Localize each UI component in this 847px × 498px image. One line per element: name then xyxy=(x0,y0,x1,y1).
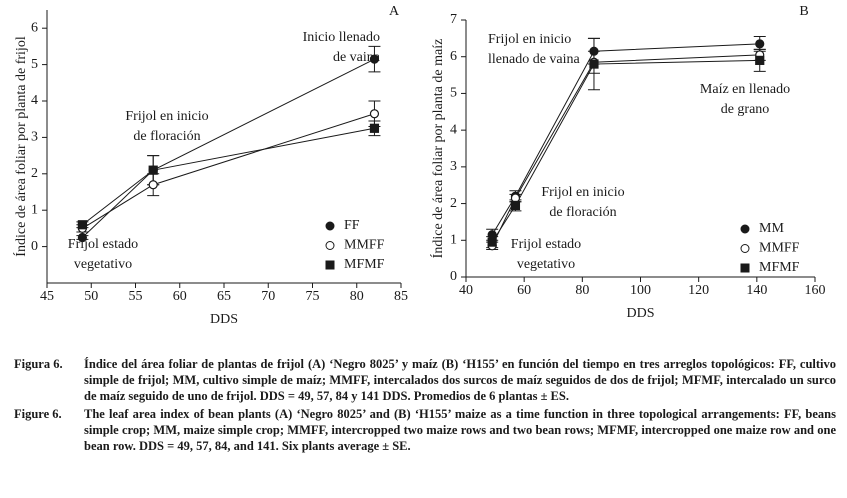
caption: Figura 6. Índice del área foliar de plant… xyxy=(14,356,836,456)
legend-label: MMFF xyxy=(759,241,800,256)
annotation: vegetativo xyxy=(517,257,575,272)
annotation: llenado de vaina xyxy=(488,52,581,67)
annotation: Maíz en llenado xyxy=(700,82,790,97)
annotation: vegetativo xyxy=(74,257,132,272)
legend-marker xyxy=(325,221,335,231)
x-axis-label: DDS xyxy=(626,306,654,321)
series-line xyxy=(491,59,760,243)
y-tick-label: 0 xyxy=(31,239,38,254)
legend-marker xyxy=(740,263,750,273)
x-tick-label: 40 xyxy=(459,283,473,298)
legend-label: MFMF xyxy=(759,260,800,275)
y-tick-label: 3 xyxy=(450,159,457,174)
marker xyxy=(369,54,380,64)
legend-label: FF xyxy=(344,218,360,233)
series-line xyxy=(491,54,760,247)
x-tick-label: 45 xyxy=(40,289,54,304)
marker xyxy=(510,200,521,211)
x-axis-label: DDS xyxy=(210,312,238,327)
legend-label: MMFF xyxy=(344,238,385,253)
series-line xyxy=(82,113,375,229)
caption-text: Índice del área foliar de plantas de fri… xyxy=(84,357,836,403)
caption-label: Figure 6. xyxy=(14,407,62,421)
annotation: Frijol en inicio xyxy=(541,185,624,200)
marker xyxy=(148,180,158,190)
y-tick-label: 3 xyxy=(31,130,38,145)
y-tick-label: 6 xyxy=(450,49,457,64)
x-tick-label: 60 xyxy=(173,289,187,304)
x-tick-label: 120 xyxy=(688,283,709,298)
y-tick-label: 6 xyxy=(31,20,38,35)
legend-label: MM xyxy=(759,221,784,236)
x-tick-label: 100 xyxy=(630,283,651,298)
annotation: de grano xyxy=(721,102,770,117)
legend-label: MFMF xyxy=(344,257,385,272)
marker xyxy=(369,109,380,119)
y-tick-label: 5 xyxy=(450,86,457,101)
x-tick-label: 85 xyxy=(394,289,408,304)
marker xyxy=(755,55,765,65)
marker xyxy=(148,165,158,175)
marker xyxy=(77,232,88,243)
y-tick-label: 7 xyxy=(450,12,457,27)
marker xyxy=(369,123,380,133)
marker xyxy=(487,237,497,247)
annotation: Frijol estado xyxy=(511,237,581,252)
x-tick-label: 140 xyxy=(746,283,767,298)
y-tick-label: 4 xyxy=(450,122,457,137)
annotation: Frijol en inicio xyxy=(488,32,571,47)
x-tick-label: 70 xyxy=(261,289,275,304)
x-tick-label: 60 xyxy=(517,283,531,298)
x-tick-label: 50 xyxy=(84,289,98,304)
caption-label: Figura 6. xyxy=(14,357,63,371)
annotation: Inicio llenado xyxy=(303,30,380,45)
series-line xyxy=(82,127,375,226)
series-line xyxy=(82,58,375,238)
x-tick-label: 160 xyxy=(805,283,826,298)
annotation: Frijol en inicio xyxy=(125,109,208,124)
y-tick-label: 1 xyxy=(31,202,38,217)
y-tick-label: 4 xyxy=(31,93,38,108)
x-tick-label: 80 xyxy=(350,289,364,304)
marker xyxy=(755,39,765,49)
y-tick-label: 2 xyxy=(31,166,38,181)
x-tick-label: 75 xyxy=(306,289,320,304)
panel: 40 60 80 100 120 140 160 0 1 2 3 4 5 6 7 DDS Índice de á… xyxy=(429,4,825,321)
annotation: de vaina xyxy=(333,50,381,65)
caption-en: Figure 6. The leaf area index of bean pla… xyxy=(14,406,836,454)
marker xyxy=(589,59,599,69)
x-tick-label: 80 xyxy=(575,283,589,298)
y-axis-label: Índice de área foliar por planta de frij… xyxy=(12,36,29,257)
caption-es: Figura 6. Índice del área foliar de plant… xyxy=(14,356,836,404)
marker xyxy=(589,46,599,56)
caption-text: The leaf area index of bean plants (A) ‘… xyxy=(84,407,836,453)
panel-label: A xyxy=(389,4,400,19)
x-tick-label: 65 xyxy=(217,289,231,304)
x-tick-label: 55 xyxy=(129,289,143,304)
legend-marker xyxy=(325,241,335,250)
y-tick-label: 5 xyxy=(31,57,38,72)
y-tick-label: 1 xyxy=(450,233,457,248)
y-axis-label: Índice de área foliar por planta de maíz xyxy=(429,39,446,259)
panel-label: B xyxy=(799,4,808,19)
annotation: de floración xyxy=(549,205,616,220)
legend-marker xyxy=(740,224,750,234)
annotation: Frijol estado xyxy=(68,237,138,252)
legend-marker xyxy=(740,244,750,253)
annotation: de floración xyxy=(133,129,200,144)
legend-marker xyxy=(325,260,335,270)
series-line xyxy=(491,43,760,236)
marker xyxy=(77,220,88,230)
y-tick-label: 0 xyxy=(450,269,457,284)
y-tick-label: 2 xyxy=(450,196,457,211)
